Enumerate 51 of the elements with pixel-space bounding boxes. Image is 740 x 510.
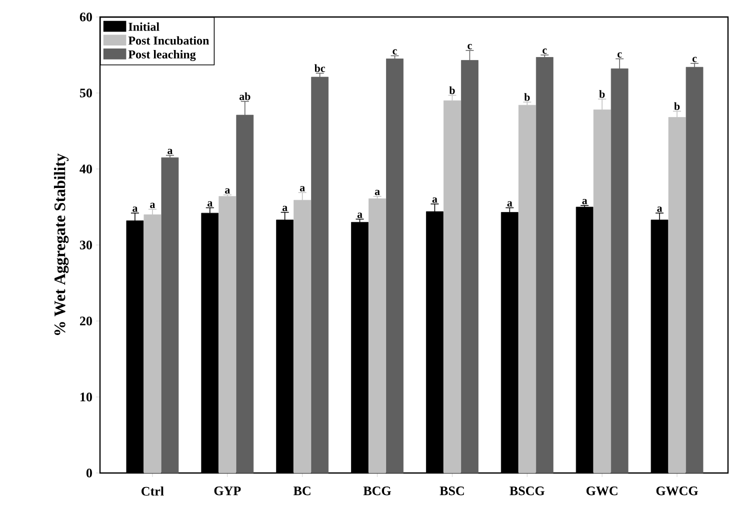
y-tick-label: 20 [80,316,92,326]
bar [161,157,179,474]
bar [218,196,236,474]
x-tick-label: GWCG [656,486,698,496]
y-tick-label: 30 [80,240,92,250]
annotation: b [524,93,530,101]
annotation: a [208,201,212,207]
x-tick-label: BSC [440,486,464,496]
annotation: bc [314,64,326,72]
y-tick-label: 50 [80,88,92,98]
y-tick-label: 10 [80,392,92,402]
annotation: a [300,186,305,192]
bar [518,104,536,474]
annotation: b [674,102,680,110]
annotation: b [599,90,605,98]
annotation: c [618,52,622,58]
y-tick-label: 60 [80,12,92,22]
annotation: a [282,206,288,212]
annotation: a [357,212,362,218]
annotation: a [582,199,588,204]
y-tick-label: 40 [80,164,92,174]
annotation: a [132,206,138,212]
annotation: c [692,56,697,62]
annotation: b [449,86,455,94]
legend-label: Post Incubation [128,36,210,45]
annotation: a [507,201,512,207]
annotation: c [468,44,472,50]
bar [368,198,386,474]
annotation: c [392,49,397,55]
y-axis-title: % Wet Aggregate Stability [54,154,69,335]
x-tick-label: BSCG [510,486,544,496]
annotation: a [657,206,662,212]
bar [311,76,329,474]
annotation: a [225,188,230,194]
bar [536,57,554,474]
bar [386,58,404,474]
legend-label: Post leaching [128,50,196,62]
x-tick-label: Ctrl [142,486,164,496]
x-tick-label: BCG [363,486,392,496]
bar [686,66,704,474]
annotation: c [542,48,547,54]
annotation: a [150,202,156,208]
x-tick-label: GYP [214,486,241,496]
annotation: a [432,197,438,203]
annotation: ab [239,92,250,100]
y-tick-label: 0 [86,468,92,478]
x-tick-label: GWC [586,486,618,496]
annotation: a [374,190,380,196]
legend-label: Initial [128,22,160,31]
x-tick-label: BC [294,486,310,496]
annotation: a [168,148,173,154]
